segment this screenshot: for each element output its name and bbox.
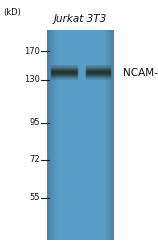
Text: 170: 170 [24,47,40,56]
Text: Jurkat 3T3: Jurkat 3T3 [54,14,107,24]
Text: (kD): (kD) [3,8,21,16]
Text: NCAM-L1: NCAM-L1 [123,68,158,78]
Text: 95: 95 [29,118,40,127]
Text: 130: 130 [24,75,40,84]
Text: 72: 72 [29,156,40,164]
Text: 55: 55 [29,193,40,202]
